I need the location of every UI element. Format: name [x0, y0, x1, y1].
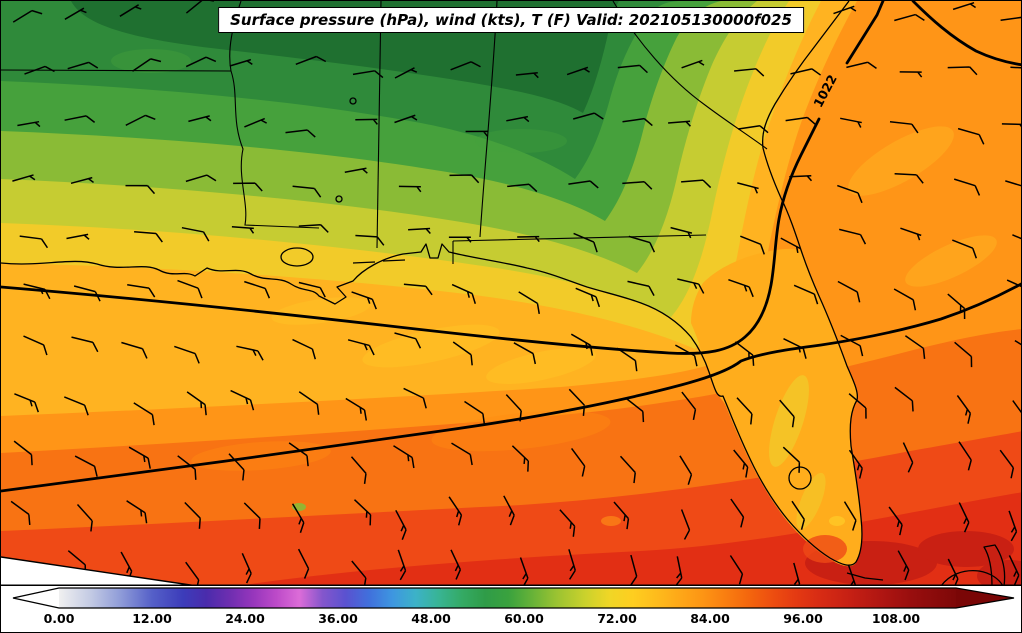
coastline: [1, 1, 1006, 586]
map-title-text: Surface pressure (hPa), wind (kts), T (F…: [230, 11, 792, 29]
border-mississippi-alabama: [376, 1, 382, 249]
calm-wind-circles: [335, 97, 357, 203]
colorbar-tick-label: 24.00: [225, 611, 265, 626]
lake-pontchartrain: [280, 247, 314, 267]
colorbar-tick-label: 72.00: [597, 611, 637, 626]
wind-barbs: [10, 1, 1021, 586]
florida-peninsula-fill: [691, 248, 862, 567]
temperature-field: [1, 1, 1021, 586]
isobar-1022-lower: [1, 117, 821, 355]
island-outline-bottom: [940, 569, 1004, 586]
border-florida-georgia: [452, 234, 707, 264]
colorbar-tick-label: 48.00: [411, 611, 451, 626]
isobars: [1, 1, 1021, 493]
colorbar-right-arrow: [956, 588, 1014, 608]
isobar-topright: [911, 1, 1021, 67]
projection-wedge: [1, 556, 198, 586]
border-mississippi-river: [229, 1, 320, 229]
temperature-mottling: [111, 49, 997, 526]
colorbar-left-arrow: [13, 588, 59, 608]
colorbar-tick-label: 108.00: [871, 611, 921, 626]
colorbar-svg: [12, 587, 1015, 609]
colorbar-tick-label: 60.00: [504, 611, 544, 626]
colorbar-tick-label: 36.00: [318, 611, 358, 626]
colorbar-tick-label: 96.00: [783, 611, 823, 626]
colorbar-tick-label: 84.00: [690, 611, 730, 626]
weather-map: 1022: [1, 1, 1021, 586]
colorbar-tick-label: 0.00: [43, 611, 75, 626]
florida-keys: [846, 572, 884, 581]
isobar-1022-upper: [845, 1, 885, 65]
border-arkansas-louisiana: [1, 69, 232, 72]
barrier-islands: [352, 259, 406, 264]
map-title: Surface pressure (hPa), wind (kts), T (F…: [218, 7, 804, 33]
isobar-south: [1, 282, 1021, 493]
colorbar-outline: [12, 587, 1015, 609]
colorbar-gradient-bar: [59, 588, 956, 608]
colorbar: 0.00 12.00 24.00 36.00 48.00 60.00 72.00 84.00 9…: [1, 586, 1021, 632]
colorbar-tick-label: 12.00: [132, 611, 172, 626]
lake-okeechobee: [788, 466, 812, 490]
island-outline-right: [983, 544, 1006, 586]
